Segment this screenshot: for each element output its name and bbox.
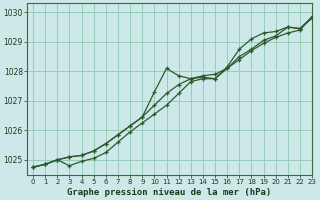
X-axis label: Graphe pression niveau de la mer (hPa): Graphe pression niveau de la mer (hPa) — [68, 188, 272, 197]
